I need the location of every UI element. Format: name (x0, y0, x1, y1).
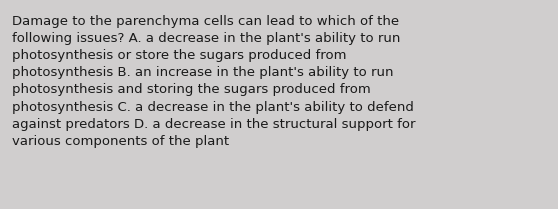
Text: Damage to the parenchyma cells can lead to which of the
following issues? A. a d: Damage to the parenchyma cells can lead … (12, 15, 416, 148)
